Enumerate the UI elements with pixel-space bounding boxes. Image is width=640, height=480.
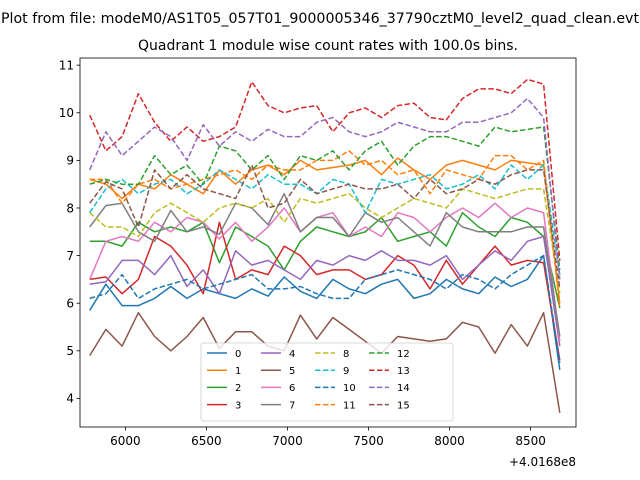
- series-line-15: [89, 164, 561, 290]
- plot-area: 6000 6500 7000 7500 8000 85004567891011012345…: [59, 57, 577, 448]
- legend-label-7: 7: [289, 400, 295, 411]
- legend-label-2: 2: [235, 383, 241, 394]
- chart-title: Quadrant 1 module wise count rates with …: [138, 38, 518, 54]
- x-tick-label: 8000: [434, 434, 465, 448]
- series-line-2: [89, 211, 561, 309]
- series-line-13: [89, 78, 561, 261]
- figure-suptitle: Plot from file: modeM0/AS1T05_057T01_900…: [1, 11, 640, 27]
- legend-label-12: 12: [397, 349, 410, 360]
- x-tick-label: 8500: [515, 434, 546, 448]
- series-line-5: [89, 311, 561, 413]
- legend-label-14: 14: [397, 383, 410, 394]
- x-tick-label: 7000: [272, 434, 303, 448]
- x-tick-label: 6500: [191, 434, 222, 448]
- legend-label-5: 5: [289, 366, 295, 377]
- axes-frame: [79, 57, 577, 428]
- x-tick-label: 7500: [353, 434, 384, 448]
- legend-label-3: 3: [235, 400, 241, 411]
- series-line-0: [89, 254, 561, 371]
- series-line-9: [89, 164, 561, 275]
- series-line-6: [89, 202, 561, 342]
- legend-label-0: 0: [235, 349, 241, 360]
- y-tick-label: 5: [66, 344, 74, 358]
- series-line-11: [89, 150, 561, 309]
- legend-label-9: 9: [343, 366, 349, 377]
- y-tick-label: 6: [66, 297, 74, 311]
- series-line-7: [89, 192, 561, 337]
- legend-label-10: 10: [343, 383, 356, 394]
- y-tick-label: 9: [66, 154, 74, 168]
- x-offset-label: +4.0168e8: [509, 455, 576, 469]
- series-line-14: [89, 97, 561, 280]
- legend-label-6: 6: [289, 383, 295, 394]
- legend-label-13: 13: [397, 366, 410, 377]
- legend-label-1: 1: [235, 366, 241, 377]
- series-line-10: [89, 254, 561, 363]
- series-line-1: [89, 157, 561, 304]
- y-tick-label: 8: [66, 201, 74, 215]
- y-tick-label: 10: [59, 106, 74, 120]
- legend-label-8: 8: [343, 349, 349, 360]
- legend-box: [200, 342, 454, 422]
- legend-label-15: 15: [397, 400, 410, 411]
- legend-label-11: 11: [343, 400, 356, 411]
- y-tick-label: 11: [59, 58, 74, 72]
- x-tick-label: 6000: [110, 434, 141, 448]
- legend-label-4: 4: [289, 349, 295, 360]
- series-line-12: [89, 126, 561, 270]
- series-line-4: [89, 235, 561, 347]
- y-tick-label: 7: [66, 249, 74, 263]
- y-tick-label: 4: [66, 392, 74, 406]
